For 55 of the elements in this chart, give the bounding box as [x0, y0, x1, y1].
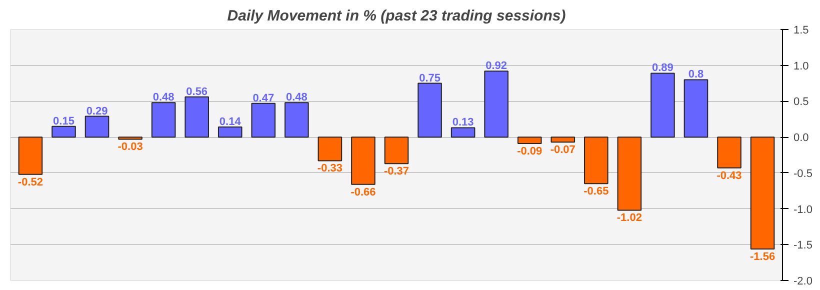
bar: [52, 126, 76, 138]
data-label: -0.37: [384, 166, 410, 178]
bar: [84, 116, 110, 138]
bar: [418, 82, 442, 138]
bar: [750, 136, 775, 250]
bar: [218, 126, 242, 138]
bar: [650, 72, 675, 138]
y-tick-label: -1.5: [794, 240, 812, 252]
data-label: 0.48: [286, 92, 308, 104]
data-label: 0.14: [219, 116, 242, 128]
y-tick-label: 1.0: [794, 60, 809, 72]
bar: [450, 127, 476, 138]
data-label: -0.52: [18, 176, 44, 188]
bar: [318, 136, 342, 162]
y-tick-label: -0.5: [794, 168, 812, 180]
y-tick-label: 0.0: [794, 132, 809, 144]
bar: [550, 136, 576, 143]
data-label: 0.48: [152, 92, 174, 104]
bar: [517, 136, 542, 144]
data-label: -0.07: [550, 144, 576, 156]
data-label: 0.92: [486, 60, 508, 72]
y-tick-label: 0.5: [794, 96, 809, 108]
data-label: -1.56: [750, 250, 776, 263]
data-label: 0.89: [652, 62, 674, 74]
data-label: -0.65: [584, 186, 609, 198]
bar: [484, 70, 508, 138]
bar: [384, 136, 409, 164]
bar: [717, 136, 742, 168]
bar: [617, 136, 642, 211]
bar: [184, 96, 209, 138]
data-label: 0.75: [419, 72, 440, 84]
bar: [684, 79, 708, 138]
y-tick-label: 1.5: [794, 24, 809, 36]
chart-title: Daily Movement in % (past 23 trading sessions): [227, 8, 566, 24]
y-tick-label: -2.0: [794, 276, 812, 288]
data-label: -0.33: [317, 162, 342, 175]
bar: [151, 102, 176, 138]
data-label: 0.8: [688, 68, 704, 81]
y-tick-label: -1.0: [794, 204, 812, 216]
data-label: -0.03: [118, 141, 143, 154]
bar: [584, 136, 608, 184]
data-label: 0.13: [452, 116, 474, 129]
bar: [18, 136, 43, 175]
data-label: 0.15: [53, 115, 74, 128]
data-label: 0.47: [252, 92, 274, 104]
bar: [251, 102, 276, 138]
bar: [284, 102, 309, 138]
bar: [118, 136, 142, 140]
data-label: 0.29: [86, 105, 108, 118]
data-label: -0.43: [716, 170, 742, 182]
data-label: 0.56: [186, 86, 208, 98]
data-label: -0.66: [350, 186, 376, 198]
data-label: -0.09: [517, 146, 542, 158]
bar: [351, 136, 376, 185]
data-label: -1.02: [616, 212, 642, 224]
